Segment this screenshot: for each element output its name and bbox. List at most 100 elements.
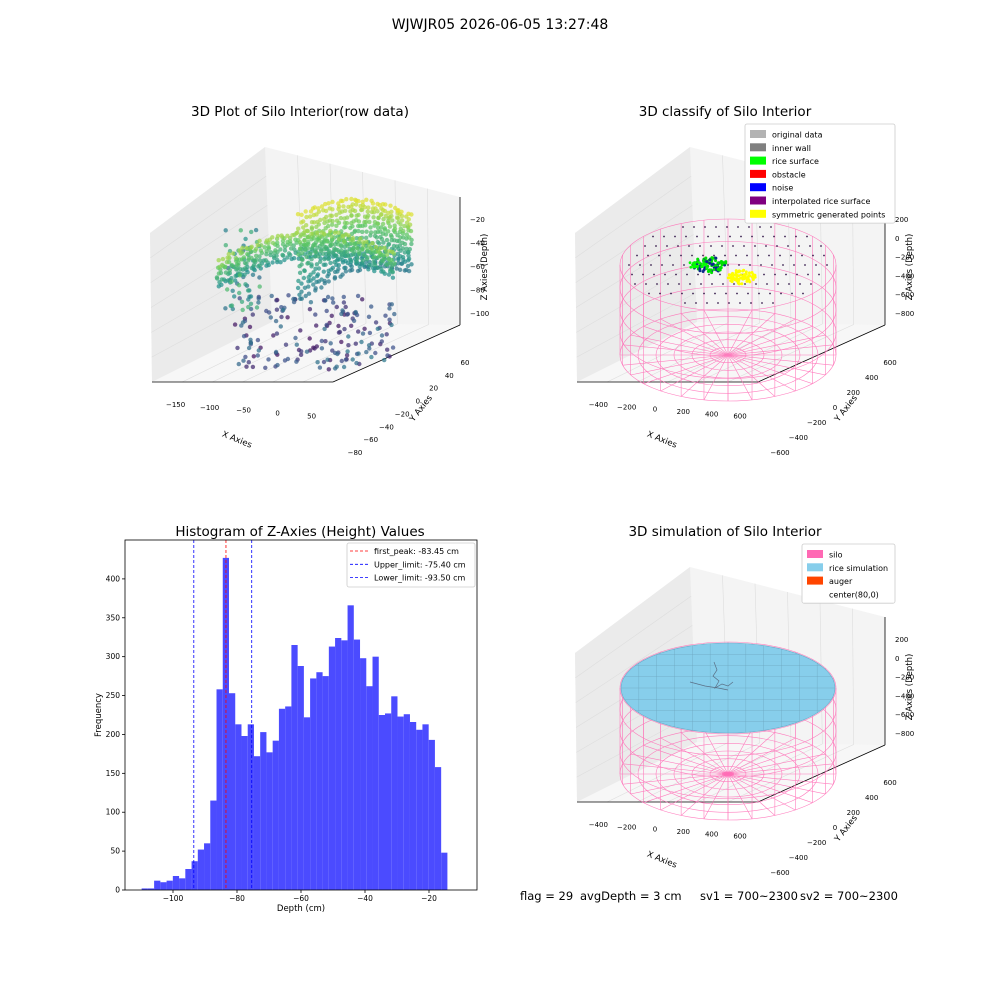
histogram-ytick-label: 250 xyxy=(106,691,121,700)
histogram-ytick-label: 150 xyxy=(106,769,121,778)
panel1-point xyxy=(345,215,350,220)
panel2-silo-wireframe-floor-spoke xyxy=(660,354,729,392)
panel1-point xyxy=(275,257,280,263)
panel1-point xyxy=(384,237,390,243)
panel1-point xyxy=(349,267,355,273)
panel1-point xyxy=(399,213,405,219)
panel2-grid-point xyxy=(806,235,808,238)
panel1-point xyxy=(356,228,361,234)
histogram-bar xyxy=(316,672,323,890)
panel1-point xyxy=(314,323,319,328)
panel1-point xyxy=(392,226,398,231)
panel4-ytick: −600 xyxy=(770,869,789,877)
panel2-grid-point xyxy=(774,273,776,276)
panel2-legend-swatch xyxy=(750,143,766,152)
panel1-point xyxy=(246,297,251,302)
panel2-surface-point xyxy=(723,261,727,265)
panel2-surface-point xyxy=(711,256,715,260)
panel2-ytick: 200 xyxy=(847,389,860,397)
panel1-point xyxy=(402,250,407,255)
panel1-point xyxy=(262,245,267,250)
panel2-silo-wireframe-floor-spoke xyxy=(660,318,729,356)
histogram-bar xyxy=(291,645,298,890)
panel2-zlabel: Z Axies (Depth) xyxy=(905,234,915,301)
panel2-grid-point xyxy=(812,254,814,257)
panel1-point xyxy=(344,312,350,317)
panel2-grid-point xyxy=(678,283,680,285)
panel1-point xyxy=(290,233,295,238)
panel1-point xyxy=(385,219,391,224)
panel2-grid-point xyxy=(647,254,649,257)
panel1-xtick: −100 xyxy=(200,404,219,412)
panel1-point xyxy=(350,357,355,362)
panel1-point xyxy=(332,275,338,280)
panel1-point xyxy=(335,351,340,357)
panel1-point xyxy=(346,254,351,259)
histogram-bar xyxy=(147,888,155,890)
panel2-surface-point xyxy=(714,256,718,260)
panel1-ytick: −20 xyxy=(395,410,410,418)
panel2-grid-point xyxy=(759,226,761,228)
panel1-point xyxy=(409,262,414,267)
panel1-point xyxy=(366,343,372,348)
panel2-symmetric-point xyxy=(744,272,748,276)
panel2-surface-point xyxy=(720,263,724,267)
panel2-grid-point xyxy=(653,273,655,276)
panel1-point xyxy=(392,261,397,266)
panel1-point xyxy=(324,214,329,220)
histogram-bar xyxy=(422,724,429,890)
panel1-point xyxy=(216,271,222,276)
panel1-point xyxy=(372,254,377,259)
panel1-point xyxy=(257,238,262,243)
panel1-point xyxy=(337,329,343,335)
panel2-3d-classify: −400 −200 0 200 400 600−600−400−2000200400600… xyxy=(575,123,915,457)
panel4-ztick: −200 xyxy=(895,674,914,682)
panel1-point xyxy=(375,265,380,270)
panel1-point xyxy=(381,253,386,258)
histogram-bar xyxy=(397,716,404,890)
panel1-point xyxy=(303,209,308,214)
panel1-point xyxy=(255,353,260,358)
panel1-point xyxy=(340,272,345,277)
panel2-grid-point xyxy=(692,292,694,295)
panel2-grid-point xyxy=(755,283,757,285)
panel4-silo-wireframe-floor-spoke xyxy=(630,753,729,775)
panel1-point xyxy=(250,272,256,277)
panel1-point xyxy=(318,259,323,264)
panel2-grid-point xyxy=(732,245,734,247)
histogram-bar xyxy=(366,686,373,890)
panel1-point xyxy=(293,335,298,341)
panel2-silo-wireframe-floor-spoke xyxy=(703,310,729,356)
panel2-grid-point xyxy=(696,235,698,238)
panel1-point xyxy=(336,263,341,268)
histogram-bar xyxy=(247,724,254,890)
panel1-point xyxy=(325,239,330,244)
histogram-bar xyxy=(391,696,398,890)
panel1-point xyxy=(258,258,263,263)
panel1-point xyxy=(309,231,314,236)
histogram-bar xyxy=(241,736,248,890)
panel1-point xyxy=(247,324,253,330)
panel1-point xyxy=(344,220,350,226)
panel1-point xyxy=(269,293,274,299)
panel2-grid-point xyxy=(726,226,728,228)
panel4-silo-wireframe-floor-spoke xyxy=(680,773,729,816)
panel1-point xyxy=(306,284,311,289)
histogram-ylabel: Frequency xyxy=(94,693,104,737)
panel2-grid-point xyxy=(691,254,693,257)
histogram-bars xyxy=(141,557,448,890)
panel2-rice-surface xyxy=(688,256,728,275)
panel1-point xyxy=(390,269,395,274)
panel2-grid-point xyxy=(655,245,657,247)
panel2-pane-left xyxy=(575,147,697,382)
panel1-point xyxy=(233,278,238,283)
histogram-ytick-label: 50 xyxy=(110,847,120,856)
panel1-point xyxy=(407,247,412,252)
panel1-point xyxy=(397,238,402,244)
panel1-point xyxy=(219,277,225,282)
histogram-xtick-label: −80 xyxy=(229,894,245,903)
panel1-point xyxy=(335,247,340,253)
panel1-point xyxy=(274,298,279,303)
panel1-point xyxy=(278,247,283,252)
panel1-point xyxy=(243,282,248,287)
